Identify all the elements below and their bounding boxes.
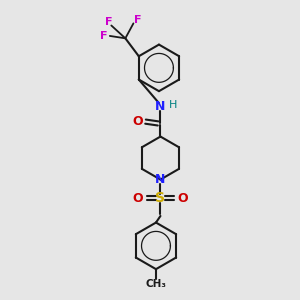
- Text: N: N: [155, 173, 166, 186]
- Text: O: O: [178, 192, 188, 205]
- Text: S: S: [155, 191, 166, 205]
- Text: CH₃: CH₃: [146, 279, 167, 289]
- Text: F: F: [134, 14, 142, 25]
- Text: F: F: [100, 31, 107, 41]
- Text: O: O: [132, 115, 143, 128]
- Text: H: H: [169, 100, 177, 110]
- Text: O: O: [133, 192, 143, 205]
- Text: F: F: [106, 16, 113, 27]
- Text: N: N: [155, 100, 166, 113]
